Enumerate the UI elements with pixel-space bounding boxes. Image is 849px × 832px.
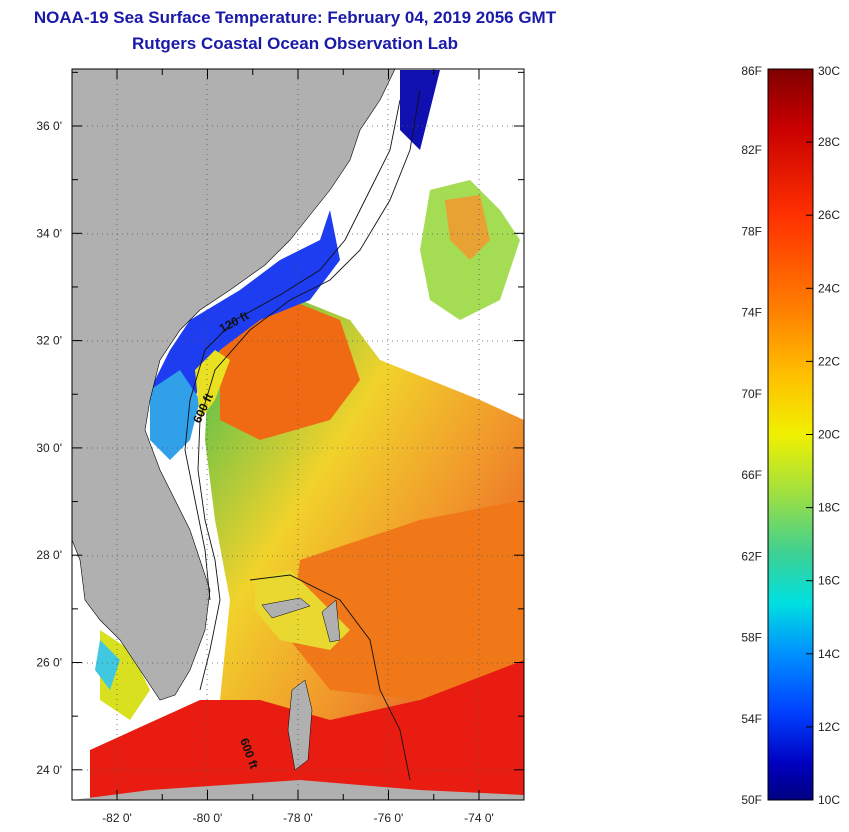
colorbar-f-label: 86F — [741, 64, 762, 78]
sst-north-patch-orange — [445, 195, 490, 260]
land-grand-bahama — [261, 597, 311, 619]
map-title: NOAA-19 Sea Surface Temperature: Februar… — [33, 8, 557, 27]
colorbar-celsius-labels: 30C 28C 26C 24C 22C 20C 18C 16C 14C 12C 10C — [806, 64, 840, 807]
sst-cyan-coastal — [150, 370, 200, 460]
sst-orange-core — [220, 300, 360, 440]
sst-orange-band — [290, 500, 524, 700]
map-subtitle: Rutgers Coastal Ocean Observation Lab — [132, 34, 458, 53]
colorbar-c-label: 10C — [818, 793, 840, 807]
colorbar-fahrenheit-labels: 86F 82F 78F 74F 70F 66F 62F 58F 54F 50F — [741, 64, 762, 807]
contour-600ft-bahamas — [249, 574, 411, 781]
colorbar-c-label: 14C — [818, 647, 840, 661]
latitude-label: 24 0' — [36, 763, 62, 777]
sst-yellow-shelf — [195, 350, 230, 420]
longitude-label: -74 0' — [464, 811, 494, 825]
colorbar-f-label: 74F — [741, 306, 762, 320]
land-andros-island — [287, 679, 313, 771]
colorbar-f-label: 58F — [741, 631, 762, 645]
colorbar-c-label: 18C — [818, 501, 840, 515]
latitude-axis: 36 0' 34 0' 32 0' 30 0' 28 0' 26 0' 24 0' — [36, 71, 524, 777]
latitude-label: 34 0' — [36, 226, 62, 240]
colorbar-c-label: 28C — [818, 135, 840, 149]
contour-120ft — [184, 99, 401, 601]
longitude-axis: -82 0' -80 0' -78 0' -76 0' -74 0' — [102, 69, 494, 825]
contour-600ft — [197, 89, 421, 691]
latitude-label: 26 0' — [36, 656, 62, 670]
latitude-label: 32 0' — [36, 334, 62, 348]
map-grid — [72, 69, 524, 800]
colorbar-f-label: 62F — [741, 549, 762, 563]
colorbar-f-label: 70F — [741, 387, 762, 401]
latitude-label: 36 0' — [36, 119, 62, 133]
colorbar-f-label: 82F — [741, 143, 762, 157]
colorbar-c-label: 22C — [818, 354, 840, 368]
latitude-label: 30 0' — [36, 441, 62, 455]
colorbar-f-label: 54F — [741, 712, 762, 726]
colorbar-c-label: 20C — [818, 428, 840, 442]
land-abaco — [321, 599, 341, 643]
colorbar — [767, 68, 814, 801]
colorbar-c-label: 16C — [818, 574, 840, 588]
colorbar-f-label: 66F — [741, 468, 762, 482]
longitude-label: -78 0' — [283, 811, 313, 825]
sst-gulf-cyan — [95, 640, 120, 690]
longitude-label: -80 0' — [193, 811, 223, 825]
colorbar-c-label: 26C — [818, 208, 840, 222]
colorbar-c-label: 30C — [818, 64, 840, 78]
sst-north-cold — [400, 70, 440, 150]
longitude-label: -82 0' — [102, 811, 132, 825]
land-us-east-coast — [72, 69, 396, 701]
longitude-label: -76 0' — [374, 811, 404, 825]
sst-bahamas-shelf — [255, 570, 350, 650]
colorbar-c-label: 12C — [818, 720, 840, 734]
colorbar-f-label: 78F — [741, 224, 762, 238]
colorbar-c-label: 24C — [818, 281, 840, 295]
latitude-label: 28 0' — [36, 548, 62, 562]
colorbar-f-label: 50F — [741, 793, 762, 807]
sst-cold-coastal — [150, 210, 340, 460]
